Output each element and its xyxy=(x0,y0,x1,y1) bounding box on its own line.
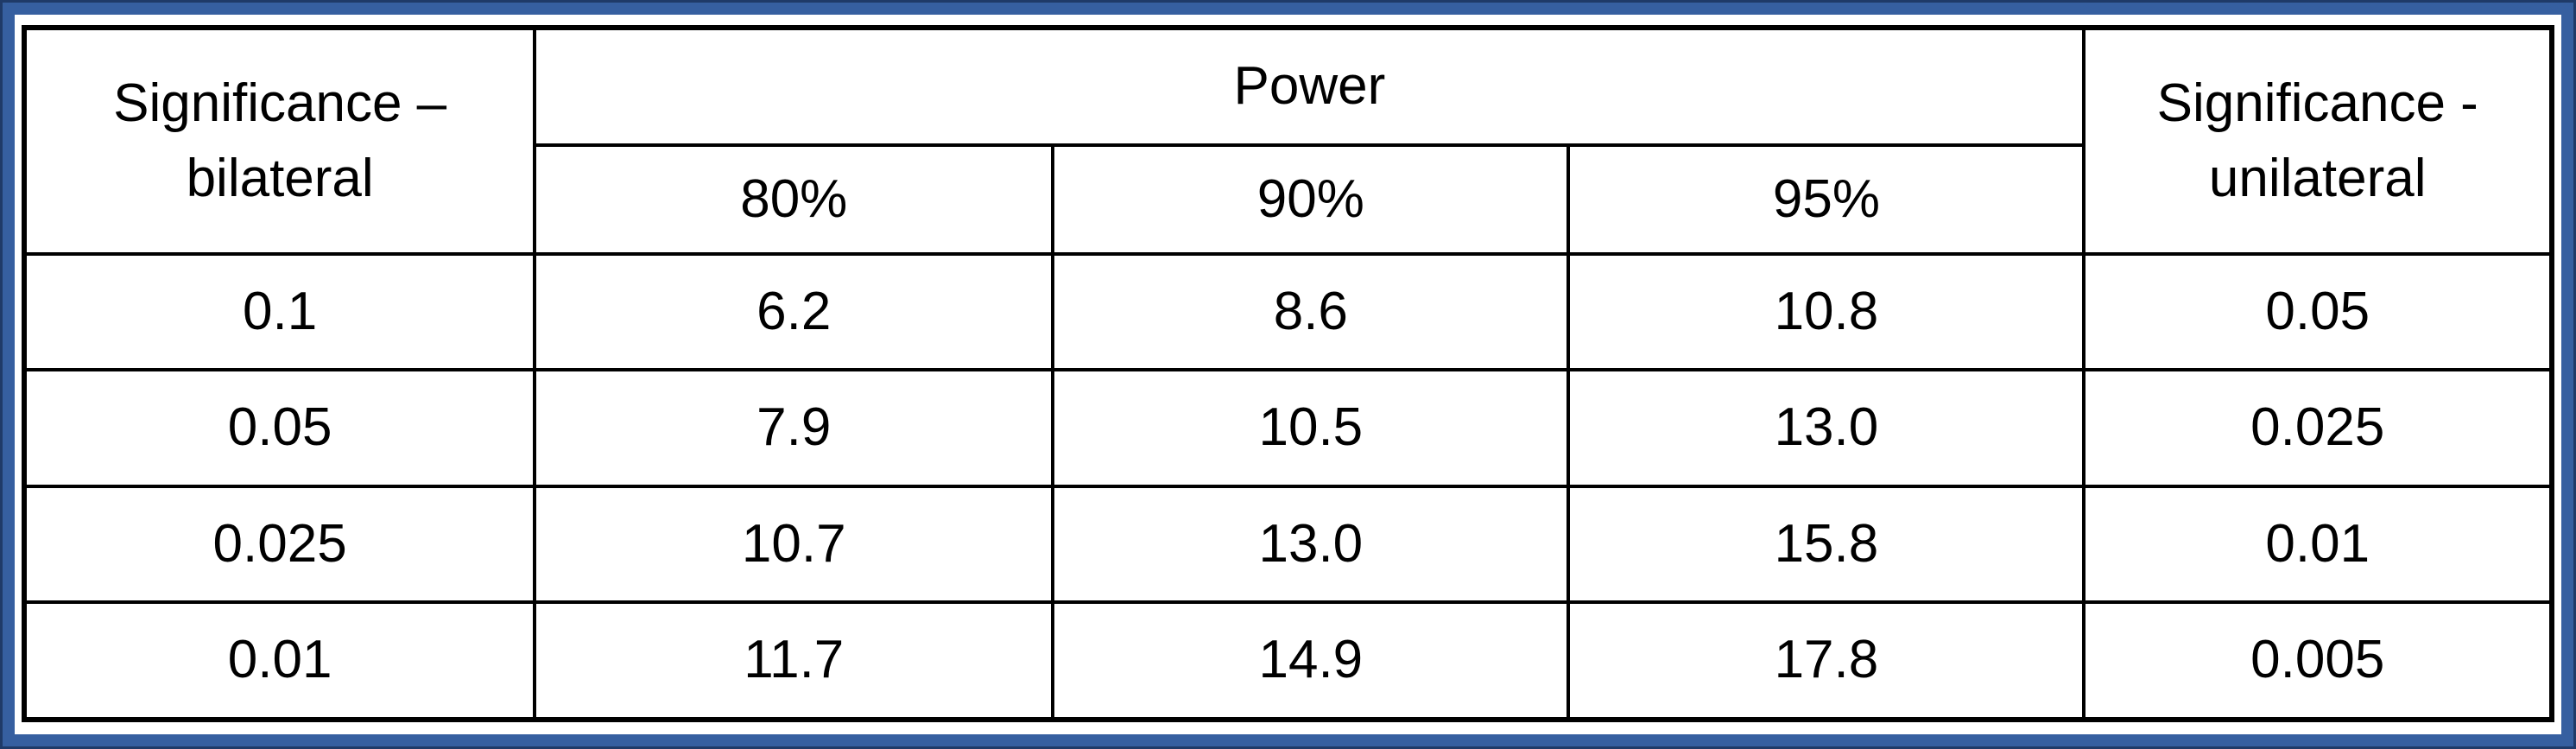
header-row-power-levels: 80% 90% 95% xyxy=(24,143,2552,256)
header-significance-unilateral-line2: unilateral xyxy=(2208,148,2427,208)
blue-frame: Significance – bilateral Power Significa… xyxy=(3,3,2573,746)
header-significance-bilateral-line1: Significance – xyxy=(113,73,447,133)
header-significance-bilateral-line2: bilateral xyxy=(186,148,374,208)
cell-bilateral-r1: 0.1 xyxy=(22,251,537,372)
cell-power80-r2: 7.9 xyxy=(533,368,1055,488)
cell-bilateral-r2: 0.05 xyxy=(22,368,537,488)
cell-unilateral-r3: 0.01 xyxy=(2082,484,2554,605)
cell-power95-r4: 17.8 xyxy=(1566,600,2086,721)
cell-power95-r2: 13.0 xyxy=(1566,368,2086,488)
header-power-90: 90% xyxy=(1051,143,1571,256)
cell-power80-r3: 10.7 xyxy=(533,484,1055,605)
cell-power90-r2: 10.5 xyxy=(1051,368,1571,488)
cell-power90-r3: 13.0 xyxy=(1051,484,1571,605)
header-significance-unilateral-line1: Significance - xyxy=(2156,73,2478,133)
table-row: 0.1 6.2 8.6 10.8 0.05 xyxy=(22,251,2554,372)
table-row: 0.05 7.9 10.5 13.0 0.025 xyxy=(22,368,2554,488)
cell-power95-r3: 15.8 xyxy=(1566,484,2086,605)
header-row-power: Significance – bilateral Power Significa… xyxy=(22,26,2554,256)
cell-power90-r4: 14.9 xyxy=(1051,600,1571,721)
cell-unilateral-r4: 0.005 xyxy=(2082,600,2554,721)
cell-power80-r1: 6.2 xyxy=(533,251,1055,372)
significance-power-table: Significance – bilateral Power Significa… xyxy=(22,25,2554,722)
header-significance-unilateral: Significance - unilateral xyxy=(2082,26,2554,256)
cell-bilateral-r4: 0.01 xyxy=(22,600,537,721)
table-row: 0.025 10.7 13.0 15.8 0.01 xyxy=(22,484,2554,605)
header-significance-bilateral: Significance – bilateral xyxy=(22,26,537,256)
cell-power90-r1: 8.6 xyxy=(1051,251,1571,372)
cell-power95-r1: 10.8 xyxy=(1566,251,2086,372)
table-area: Significance – bilateral Power Significa… xyxy=(15,15,2561,734)
cell-unilateral-r2: 0.025 xyxy=(2082,368,2554,488)
cell-unilateral-r1: 0.05 xyxy=(2082,251,2554,372)
header-power-95: 95% xyxy=(1566,143,2086,256)
cell-bilateral-r3: 0.025 xyxy=(22,484,537,605)
header-power-80: 80% xyxy=(533,143,1055,256)
table-row: 0.01 11.7 14.9 17.8 0.005 xyxy=(22,600,2554,721)
header-power: Power xyxy=(533,26,2086,147)
cell-power80-r4: 11.7 xyxy=(533,600,1055,721)
